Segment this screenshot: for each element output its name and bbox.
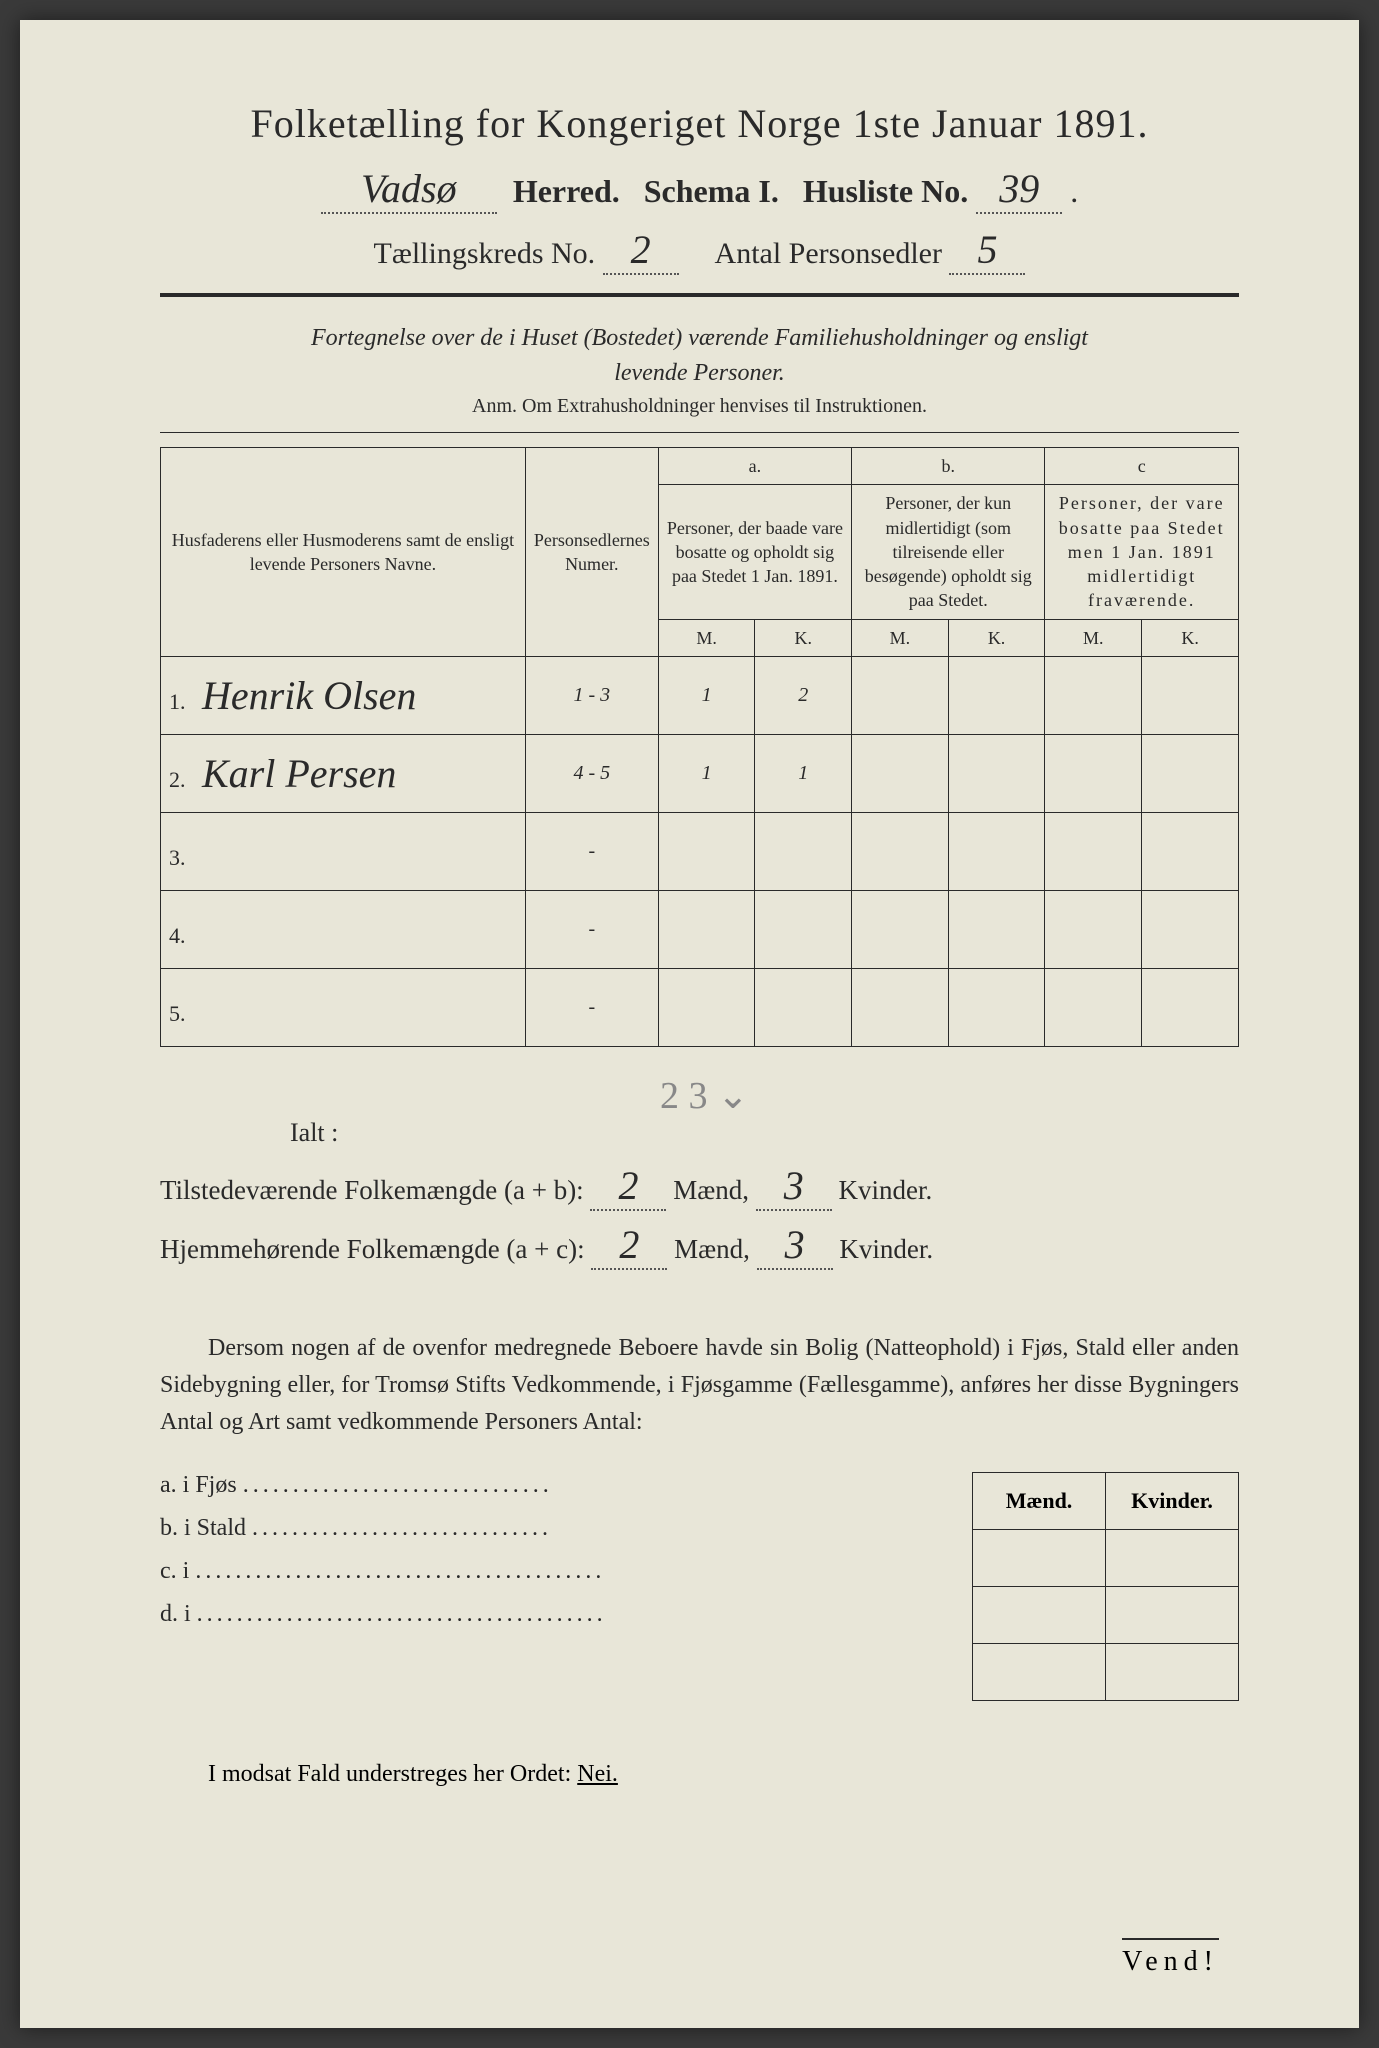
rule-2 [160,432,1239,433]
household-table: Husfaderens eller Husmoderens samt de en… [160,447,1239,1047]
col-a-text: Personer, der baade vare bosatte og opho… [658,485,851,619]
table-row: 3. - [161,813,1239,891]
maend-label-2: Mænd, [674,1234,750,1264]
col-b-k: K. [948,619,1045,656]
col-numer-header: Personsedlernes Numer. [525,448,658,657]
col-a-m: M. [658,619,755,656]
home-label: Hjemmehørende Folkemængde (a + c): [160,1234,585,1264]
antal-label: Antal Personsedler [715,237,942,270]
anm-note: Anm. Om Extrahusholdninger henvises til … [160,395,1239,418]
col-b-text: Personer, der kun midlertidigt (som tilr… [852,485,1045,619]
col-c-m: M. [1045,619,1142,656]
vend-label: Vend! [1122,1938,1219,1978]
schema-label: Schema I. [644,173,779,209]
pencil-totals: 2 3 ⌄ [660,1073,1239,1118]
kreds-value: 2 [603,226,679,275]
husliste-value: 39 [976,165,1062,214]
header-line-herred: Vadsø Herred. Schema I. Husliste No. 39 … [160,165,1239,214]
subheading-line2: levende Personer. [160,360,1239,387]
nei-label: I modsat Fald understreges her Ordet: [208,1761,577,1787]
col-c-k: K. [1142,619,1239,656]
header-line-kreds: Tællingskreds No. 2 Antal Personsedler 5 [160,226,1239,275]
home-k: 3 [757,1221,833,1270]
mk-kvinder: Kvinder. [1106,1472,1239,1529]
table-row: 1. Henrik Olsen1 - 312 [161,657,1239,735]
census-form-page: Folketælling for Kongeriget Norge 1ste J… [20,20,1359,2028]
row-c: c. i [160,1558,189,1584]
maend-label-1: Mænd, [673,1175,749,1205]
col-name-header: Husfaderens eller Husmoderens samt de en… [161,448,526,657]
rule-1 [160,293,1239,297]
totals-block: 2 3 ⌄ Ialt : Tilstedeværende Folkemængde… [160,1073,1239,1270]
home-m: 2 [591,1221,667,1270]
row-b: b. i Stald [160,1515,246,1541]
col-b-label: b. [852,448,1045,485]
kreds-label: Tællingskreds No. [374,237,596,270]
mk-maend: Mænd. [973,1472,1106,1529]
present-label: Tilstedeværende Folkemængde (a + b): [160,1175,584,1205]
col-a-k: K. [755,619,852,656]
kvinder-label-2: Kvinder. [839,1234,933,1264]
home-line: Hjemmehørende Folkemængde (a + c): 2 Mæn… [160,1221,1239,1270]
row-a: a. i Fjøs [160,1472,237,1498]
fjos-paragraph: Dersom nogen af de ovenfor medregnede Be… [160,1330,1239,1442]
herred-value: Vadsø [321,165,497,214]
antal-value: 5 [949,226,1025,275]
husliste-label: Husliste No. [803,173,968,209]
present-k: 3 [756,1162,832,1211]
col-c-label: c [1045,448,1239,485]
present-m: 2 [590,1162,666,1211]
present-line: Tilstedeværende Folkemængde (a + b): 2 M… [160,1162,1239,1211]
ialt-label: Ialt : [290,1118,1239,1148]
kvinder-label-1: Kvinder. [838,1175,932,1205]
mk-box: Mænd. Kvinder. [972,1472,1239,1701]
table-row: 4. - [161,891,1239,969]
subheading-line1: Fortegnelse over de i Huset (Bostedet) v… [160,325,1239,352]
col-c-text: Personer, der vare bosatte paa Stedet me… [1045,485,1239,619]
nei-word: Nei. [577,1761,618,1787]
table-row: 2. Karl Persen4 - 511 [161,735,1239,813]
page-title: Folketælling for Kongeriget Norge 1ste J… [160,100,1239,147]
herred-label: Herred. [513,173,620,209]
nei-line: I modsat Fald understreges her Ordet: Ne… [160,1761,1239,1788]
col-b-m: M. [852,619,949,656]
col-a-label: a. [658,448,851,485]
table-row: 5. - [161,969,1239,1047]
row-d: d. i [160,1601,191,1627]
